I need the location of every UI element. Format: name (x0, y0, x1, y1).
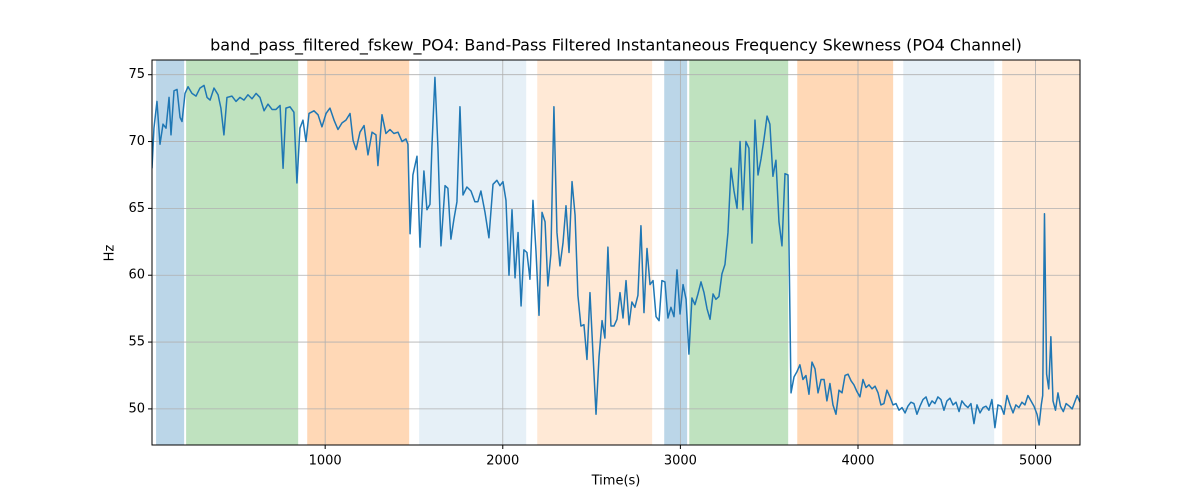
x-tick-label: 5000 (1019, 454, 1052, 469)
span (307, 60, 410, 445)
span (186, 60, 299, 445)
x-tick-label: 2000 (486, 454, 519, 469)
x-axis-label: Time(s) (591, 474, 641, 489)
y-tick-label: 60 (128, 268, 145, 283)
y-axis-label: Hz (103, 245, 118, 262)
data-line (152, 76, 1080, 429)
y-tick-label: 55 (128, 335, 145, 350)
span (797, 60, 894, 445)
x-tick-label: 3000 (664, 454, 697, 469)
span (903, 60, 995, 445)
y-tick-label: 50 (128, 401, 145, 416)
y-tick-label: 75 (128, 67, 145, 82)
span (1002, 60, 1080, 445)
x-tick-label: 4000 (841, 454, 874, 469)
ticks: 1000 2000 3000 4000 5000 50 55 60 65 70 75 (128, 67, 1052, 468)
axes-frame (151, 59, 1081, 446)
span (664, 60, 688, 445)
y-tick-label: 65 (128, 201, 145, 216)
series (152, 76, 1080, 429)
chart-title: band_pass_filtered_fskew_PO4: Band-Pass … (210, 36, 1022, 56)
span (689, 60, 789, 445)
y-tick-label: 70 (128, 134, 145, 149)
x-tick-label: 1000 (309, 454, 342, 469)
